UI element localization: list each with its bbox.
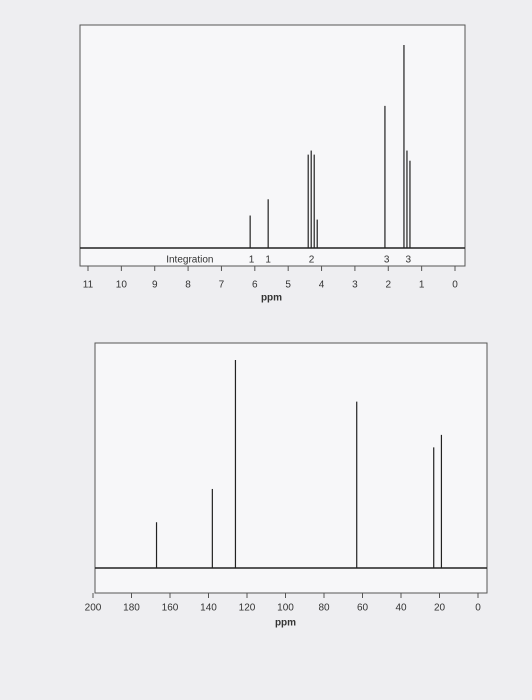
x-tick-label: 8 — [185, 280, 191, 291]
x-tick-label: 140 — [200, 603, 217, 614]
x-tick-label: 180 — [123, 603, 140, 614]
integration-label: Integration — [166, 255, 213, 266]
x-tick-label: 120 — [239, 603, 256, 614]
x-tick-label: 160 — [162, 603, 179, 614]
x-tick-label: 0 — [452, 280, 458, 291]
x-tick-label: 4 — [319, 280, 325, 291]
x-tick-label: 10 — [116, 280, 128, 291]
plot-frame — [79, 24, 466, 267]
x-axis-label: ppm — [261, 293, 282, 304]
x-tick-label: 0 — [475, 603, 481, 614]
x-tick-label: 9 — [152, 280, 158, 291]
x-tick-label: 7 — [219, 280, 225, 291]
integration-value: 3 — [384, 255, 390, 266]
integration-value: 1 — [249, 255, 255, 266]
x-tick-label: 3 — [352, 280, 358, 291]
integration-value: 2 — [309, 255, 315, 266]
x-axis-label: ppm — [275, 618, 296, 629]
x-tick-label: 6 — [252, 280, 258, 291]
x-tick-label: 2 — [385, 280, 391, 291]
x-tick-label: 1 — [419, 280, 425, 291]
x-tick-label: 200 — [85, 603, 102, 614]
x-tick-label: 60 — [357, 603, 369, 614]
integration-value: 3 — [406, 255, 412, 266]
x-tick-label: 40 — [395, 603, 407, 614]
x-tick-label: 100 — [277, 603, 294, 614]
plot-frame — [94, 342, 488, 594]
x-tick-label: 11 — [83, 280, 94, 291]
x-tick-label: 80 — [318, 603, 330, 614]
x-tick-label: 5 — [285, 280, 291, 291]
x-tick-label: 20 — [434, 603, 446, 614]
integration-value: 1 — [265, 255, 271, 266]
